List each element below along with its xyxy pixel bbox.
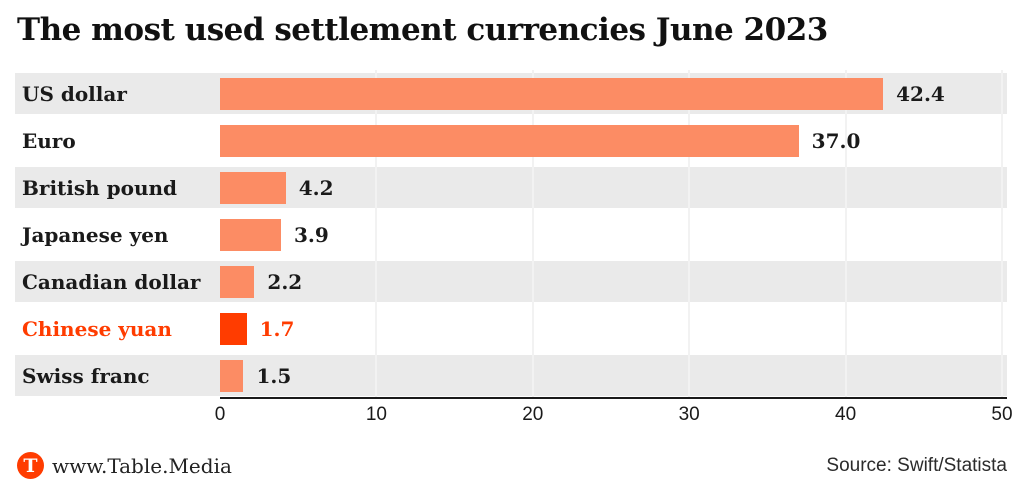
category-label: British pound: [15, 167, 220, 209]
page-title: The most used settlement currencies June…: [17, 12, 828, 48]
row-british-pound: British pound 4.2: [15, 164, 1007, 211]
gridline-40: [844, 70, 847, 400]
footer: T www.Table.Media Source: Swift/Statista: [17, 452, 1007, 479]
row-us-dollar: US dollar 42.4: [15, 70, 1007, 117]
x-tick-20: 20: [522, 404, 544, 426]
bar-japanese-yen: [220, 218, 281, 251]
value-label: 42.4: [896, 81, 945, 106]
category-label: US dollar: [15, 73, 220, 115]
category-label: Swiss franc: [15, 355, 220, 397]
value-label: 4.2: [298, 175, 334, 200]
x-axis-ticks: 0 10 20 30 40 50: [15, 399, 1013, 427]
x-axis-line: [220, 397, 1007, 400]
bar-chart: US dollar 42.4 Euro 37.0 British pound 4…: [15, 70, 1007, 400]
value-label: 1.7: [259, 316, 295, 341]
row-canadian-dollar: Canadian dollar 2.2: [15, 258, 1007, 305]
row-swiss-franc: Swiss franc 1.5: [15, 352, 1007, 399]
bar-us-dollar: [220, 77, 884, 110]
x-tick-0: 0: [214, 404, 226, 426]
x-tick-10: 10: [365, 404, 387, 426]
x-tick-30: 30: [678, 404, 700, 426]
bar-swiss-franc: [220, 359, 244, 392]
bar-euro: [220, 124, 799, 157]
bar-chinese-yuan: [220, 312, 247, 345]
x-tick-40: 40: [835, 404, 857, 426]
row-chinese-yuan: Chinese yuan 1.7: [15, 305, 1007, 352]
value-label: 3.9: [293, 222, 329, 247]
gridline-30: [688, 70, 691, 400]
brand: T www.Table.Media: [17, 452, 232, 479]
row-japanese-yen: Japanese yen 3.9: [15, 211, 1007, 258]
category-label: Chinese yuan: [22, 316, 172, 341]
value-label: 1.5: [256, 363, 292, 388]
category-label: Canadian dollar: [15, 261, 220, 303]
row-euro: Euro 37.0: [15, 117, 1007, 164]
bar-british-pound: [220, 171, 286, 204]
category-label: Euro: [22, 128, 76, 153]
source-credit: Source: Swift/Statista: [826, 454, 1007, 476]
gridline-10: [375, 70, 378, 400]
gridline-50: [1001, 70, 1003, 400]
category-label: Japanese yen: [22, 222, 169, 247]
value-label: 37.0: [811, 128, 861, 153]
value-label: 2.2: [267, 269, 303, 294]
table-media-logo-icon: T: [17, 452, 44, 479]
website-url: www.Table.Media: [52, 453, 232, 478]
x-tick-50: 50: [991, 404, 1013, 426]
bar-canadian-dollar: [220, 265, 255, 298]
gridline-20: [531, 70, 534, 400]
